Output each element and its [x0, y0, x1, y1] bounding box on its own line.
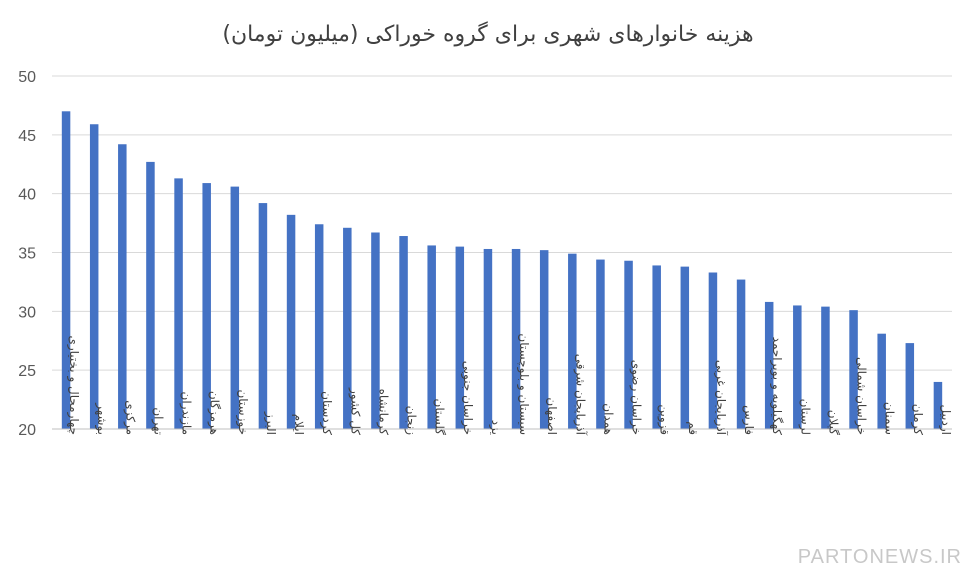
bar — [736, 279, 746, 429]
bar — [568, 253, 577, 429]
bar — [624, 260, 633, 429]
x-tick-label: بوشهر — [94, 402, 109, 435]
bar — [539, 250, 549, 429]
bar — [511, 248, 521, 429]
x-tick-label: آذربایجان غربی — [713, 360, 729, 436]
bar — [905, 343, 915, 429]
bar — [849, 310, 858, 429]
x-tick-label: مازندران — [179, 392, 194, 435]
x-tick-label: مرکزی — [122, 400, 137, 435]
bar — [202, 183, 211, 429]
bar — [455, 246, 465, 429]
x-tick-label: قزوین — [657, 404, 672, 435]
y-tick-label: 30 — [18, 304, 36, 321]
x-tick-label: خراسان شمالی — [854, 357, 869, 435]
x-tick-label: هرمزگان — [207, 391, 222, 435]
x-tick-label: سمنان — [883, 402, 897, 435]
y-tick-label: 40 — [18, 187, 36, 204]
x-tick-label: فارس — [741, 405, 756, 435]
bar — [764, 301, 774, 429]
watermark-text: PARTONEWS.IR — [798, 546, 962, 568]
x-tick-label: قم — [686, 421, 700, 435]
bar — [399, 236, 408, 429]
bar — [343, 227, 352, 429]
bar — [483, 248, 493, 429]
x-tick-label: تهران — [150, 407, 165, 435]
bar — [793, 305, 802, 429]
bar — [118, 144, 127, 429]
gridlines — [52, 75, 952, 371]
x-tick-label: خوزستان — [235, 389, 250, 435]
y-tick-label: 20 — [18, 422, 36, 439]
bar — [230, 186, 240, 429]
x-tick-label: البرز — [263, 411, 278, 435]
bar — [89, 124, 99, 429]
bar — [652, 265, 661, 429]
x-tick-label: کرمان — [910, 404, 925, 436]
x-tick-label: چهارمحال و بختیاری — [66, 335, 81, 435]
bar — [371, 232, 380, 429]
x-tick-label: سیستان و بلوچستان — [516, 333, 531, 435]
bars — [61, 111, 943, 430]
x-tick-label: گیلان — [826, 410, 840, 436]
x-axis-tick-labels: چهارمحال و بختیاری بوشهر مرکزی تهران مازندرا… — [66, 333, 953, 435]
bar — [258, 203, 268, 429]
bar — [427, 245, 436, 429]
y-axis-ticks: 20 25 30 35 40 45 50 — [18, 69, 36, 439]
x-tick-label: یزد — [488, 420, 503, 435]
bar — [174, 178, 183, 429]
y-tick-label: 45 — [18, 128, 36, 145]
x-tick-label: آذربایجان شرقی — [572, 354, 588, 436]
x-tick-label: همدان — [601, 403, 615, 435]
chart-title: هزینه خانوارهای شهری برای گروه خوراکی (م… — [222, 21, 753, 47]
x-tick-label: کردستان — [319, 391, 334, 435]
bar — [877, 333, 886, 429]
x-tick-label: گلستان — [433, 399, 447, 436]
x-tick-label: کرمانشاه — [375, 389, 390, 436]
bar — [708, 272, 718, 429]
bar — [821, 306, 830, 429]
y-tick-label: 25 — [18, 363, 36, 380]
x-tick-label: اردبیل — [938, 404, 953, 435]
x-tick-label: اصفهان — [545, 397, 559, 435]
bar — [61, 111, 71, 430]
bar — [146, 161, 155, 429]
x-tick-label: ایلام — [292, 414, 306, 435]
bar — [596, 259, 605, 429]
x-tick-label: خراسان رضوی — [629, 360, 644, 435]
bar — [933, 381, 943, 429]
x-tick-label: زنجان — [404, 406, 419, 436]
bar — [286, 214, 296, 429]
y-tick-label: 35 — [18, 246, 36, 263]
bar — [680, 266, 690, 429]
x-tick-label: کل کشور — [347, 387, 362, 435]
x-tick-label: کهگیلویه و بویراحمد — [769, 337, 784, 436]
x-tick-label: خراسان جنوبی — [460, 361, 475, 435]
x-tick-label: لرستان — [797, 399, 812, 435]
y-tick-label: 50 — [18, 69, 36, 86]
bar — [314, 224, 324, 429]
